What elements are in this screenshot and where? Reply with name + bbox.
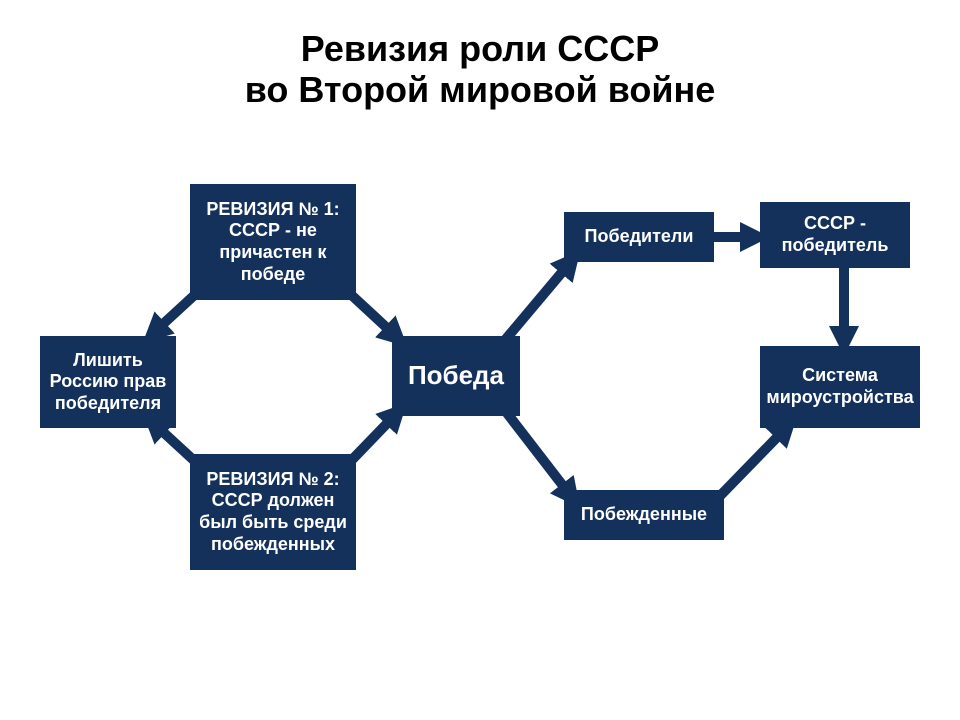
edge-losers-to-system [716,424,790,500]
node-deprive: ЛишитьРоссию правпобедителя [40,336,176,428]
edge-victory-to-winners [500,258,574,346]
node-rev1: РЕВИЗИЯ № 1:СССР - непричастен кпобеде [190,184,356,300]
page-title: Ревизия роли СССР во Второй мировой войн… [0,28,960,111]
node-victory: Победа [392,336,520,416]
node-rev2: РЕВИЗИЯ № 2:СССР долженбыл быть средипоб… [190,454,356,570]
edge-victory-to-losers [500,404,574,500]
node-losers: Побежденные [564,490,724,540]
node-ussr_winner: СССР -победитель [760,202,910,268]
node-system: Системамироустройства [760,346,920,428]
node-winners: Победители [564,212,714,262]
